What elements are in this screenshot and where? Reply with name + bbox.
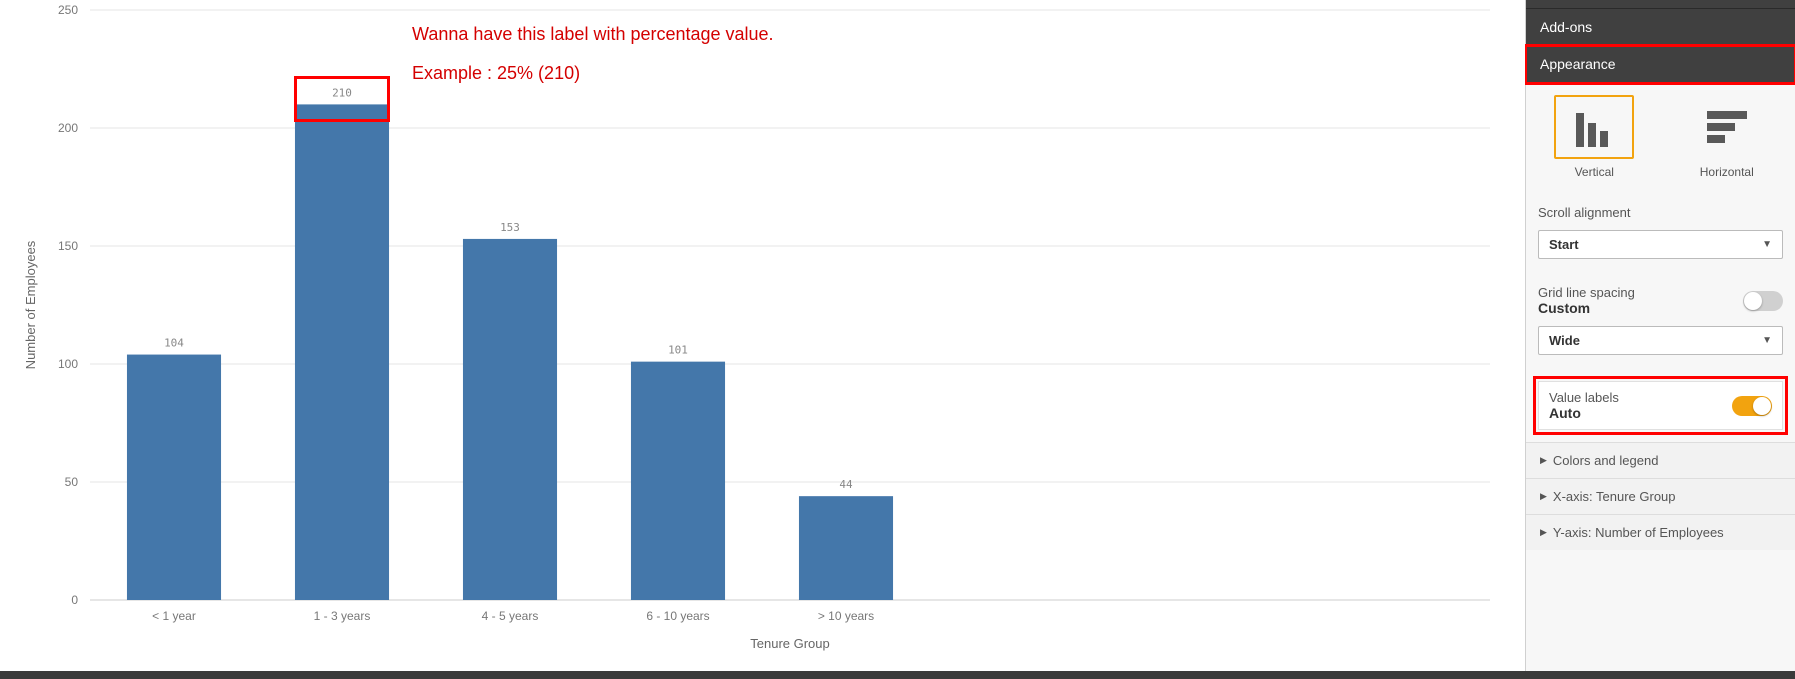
panel-section-sorting-partial[interactable]: [1526, 0, 1795, 9]
accordion-x-axis[interactable]: ▶ X-axis: Tenure Group: [1526, 478, 1795, 514]
accordion-xaxis-label: X-axis: Tenure Group: [1553, 489, 1676, 504]
orientation-vertical-label: Vertical: [1575, 165, 1614, 179]
svg-text:Number of Employees: Number of Employees: [23, 240, 38, 369]
svg-text:101: 101: [668, 344, 688, 357]
grid-line-spacing-dropdown[interactable]: Wide ▼: [1538, 326, 1783, 355]
panel-section-appearance[interactable]: Appearance: [1526, 46, 1795, 83]
accordion-colors-label: Colors and legend: [1553, 453, 1659, 468]
svg-text:200: 200: [58, 121, 78, 135]
scroll-alignment-value: Start: [1549, 237, 1579, 252]
bar-chart: 050100150200250104< 1 year2101 - 3 years…: [0, 0, 1525, 670]
scroll-alignment-label: Scroll alignment: [1538, 205, 1783, 220]
orientation-selector: Vertical Horizontal: [1538, 95, 1783, 179]
properties-panel: Add-ons Appearance Vertical: [1525, 0, 1795, 679]
chevron-down-icon: ▼: [1762, 335, 1772, 346]
grid-line-spacing-toggle[interactable]: [1743, 291, 1783, 311]
orientation-horizontal-label: Horizontal: [1700, 165, 1754, 179]
svg-text:< 1 year: < 1 year: [152, 609, 196, 623]
chart-area: 050100150200250104< 1 year2101 - 3 years…: [0, 0, 1525, 679]
svg-text:50: 50: [65, 475, 79, 489]
triangle-right-icon: ▶: [1540, 491, 1547, 502]
svg-text:150: 150: [58, 239, 78, 253]
svg-text:104: 104: [164, 337, 184, 350]
orientation-horizontal-icon: [1687, 95, 1767, 159]
triangle-right-icon: ▶: [1540, 527, 1547, 538]
svg-text:6 - 10 years: 6 - 10 years: [646, 609, 709, 623]
chevron-down-icon: ▼: [1762, 239, 1772, 250]
grid-line-spacing-dropdown-value: Wide: [1549, 333, 1580, 348]
accordion-colors-legend[interactable]: ▶ Colors and legend: [1526, 442, 1795, 478]
orientation-horizontal[interactable]: Horizontal: [1687, 95, 1767, 179]
svg-text:0: 0: [71, 593, 78, 607]
annotation-highlight-box: [294, 76, 390, 122]
svg-text:153: 153: [500, 221, 520, 234]
triangle-right-icon: ▶: [1540, 455, 1547, 466]
annotation-line-1: Wanna have this label with percentage va…: [412, 20, 774, 49]
scroll-alignment-dropdown[interactable]: Start ▼: [1538, 230, 1783, 259]
orientation-vertical-icon: [1554, 95, 1634, 159]
svg-text:Tenure Group: Tenure Group: [750, 636, 830, 651]
grid-line-spacing-label: Grid line spacing: [1538, 285, 1635, 300]
annotation-line-2: Example : 25% (210): [412, 59, 774, 88]
svg-text:4 - 5 years: 4 - 5 years: [482, 609, 539, 623]
accordion-y-axis[interactable]: ▶ Y-axis: Number of Employees: [1526, 514, 1795, 550]
accordion-yaxis-label: Y-axis: Number of Employees: [1553, 525, 1724, 540]
value-labels-toggle[interactable]: [1732, 396, 1772, 416]
svg-text:100: 100: [58, 357, 78, 371]
svg-text:1 - 3 years: 1 - 3 years: [314, 609, 371, 623]
svg-text:44: 44: [839, 478, 853, 491]
footer-strip: [0, 671, 1795, 679]
grid-line-spacing-value: Custom: [1538, 300, 1635, 316]
value-labels-block: Value labels Auto: [1538, 381, 1783, 430]
svg-text:> 10 years: > 10 years: [818, 609, 874, 623]
annotation-text: Wanna have this label with percentage va…: [412, 20, 774, 88]
appearance-body: Vertical Horizontal Scroll alignment: [1526, 83, 1795, 442]
svg-text:250: 250: [58, 3, 78, 17]
value-labels-label: Value labels: [1549, 390, 1619, 405]
value-labels-value: Auto: [1549, 405, 1619, 421]
orientation-vertical[interactable]: Vertical: [1554, 95, 1634, 179]
panel-section-addons[interactable]: Add-ons: [1526, 9, 1795, 46]
